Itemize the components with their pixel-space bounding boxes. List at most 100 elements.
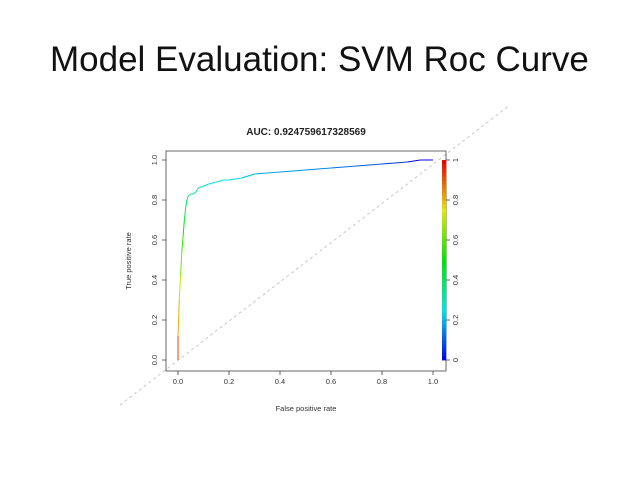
colorbar-tick-label: 0.6 <box>451 235 460 245</box>
chart-title: AUC: 0.924759617328569 <box>246 127 366 138</box>
colorbar-cell <box>442 260 446 265</box>
colorbar-cell <box>442 216 446 221</box>
colorbar-cell <box>442 300 446 305</box>
roc-segment <box>177 299 180 337</box>
roc-segment <box>180 251 183 277</box>
x-axis: 0.0 0.2 0.4 0.6 0.8 1.0 <box>173 371 438 386</box>
roc-segment <box>187 193 192 197</box>
roc-segment <box>356 163 383 167</box>
colorbar-cell <box>442 256 446 261</box>
colorbar-cell <box>442 208 446 213</box>
colorbar-cell <box>442 176 446 181</box>
y-axis-label: True positive rate <box>124 232 133 290</box>
colorbar-cell <box>442 336 446 341</box>
roc-segment <box>203 183 209 187</box>
colorbar-cell <box>442 204 446 209</box>
roc-segment <box>330 165 357 169</box>
colorbar-cell <box>442 292 446 297</box>
colorbar-cell <box>442 244 446 249</box>
colorbar-tick-label: 0 <box>451 358 460 362</box>
x-axis-label: False positive rate <box>276 404 337 413</box>
colorbar: 0 0.2 0.4 0.6 0.8 1 <box>442 158 460 362</box>
y-tick-label: 0.8 <box>150 195 159 205</box>
y-tick-label: 0.4 <box>150 275 159 285</box>
reference-diagonal <box>119 104 511 406</box>
colorbar-tick-label: 0.8 <box>451 195 460 205</box>
x-tick-label: 1.0 <box>428 377 438 386</box>
colorbar-cell <box>442 200 446 205</box>
roc-segment <box>195 187 199 193</box>
roc-segment <box>216 179 225 183</box>
colorbar-cell <box>442 188 446 193</box>
roc-segment <box>192 191 197 195</box>
x-tick-label: 0.4 <box>275 377 285 386</box>
colorbar-cell <box>442 276 446 281</box>
colorbar-cell <box>442 320 446 325</box>
roc-segment <box>254 171 281 175</box>
colorbar-cell <box>442 352 446 357</box>
colorbar-cell <box>442 236 446 241</box>
colorbar-cell <box>442 332 446 337</box>
slide-title: Model Evaluation: SVM Roc Curve <box>50 40 589 79</box>
colorbar-cell <box>442 348 446 353</box>
colorbar-cell <box>442 160 446 165</box>
colorbar-tick-label: 1 <box>451 158 460 162</box>
y-tick-label: 1.0 <box>150 155 159 165</box>
roc-segment <box>228 177 242 181</box>
colorbar-cell <box>442 220 446 225</box>
y-tick-label: 0.0 <box>150 355 159 365</box>
y-tick-label: 0.2 <box>150 315 159 325</box>
colorbar-cell <box>442 232 446 237</box>
roc-segment <box>181 235 184 253</box>
colorbar-cell <box>442 164 446 169</box>
roc-segment <box>241 173 255 179</box>
y-axis: 0.0 0.2 0.4 0.6 0.8 1.0 <box>150 155 166 365</box>
colorbar-cell <box>442 280 446 285</box>
roc-segment <box>407 159 421 163</box>
colorbar-cell <box>442 172 446 177</box>
roc-segment <box>279 169 306 173</box>
colorbar-cell <box>442 168 446 173</box>
colorbar-cell <box>442 180 446 185</box>
colorbar-cell <box>442 308 446 313</box>
colorbar-cell <box>442 212 446 217</box>
colorbar-cell <box>442 252 446 257</box>
diagonal-line <box>119 104 511 406</box>
colorbar-cell <box>442 240 446 245</box>
x-tick-label: 0.2 <box>224 377 234 386</box>
colorbar-cell <box>442 224 446 229</box>
roc-segment <box>305 167 332 171</box>
colorbar-cell <box>442 312 446 317</box>
colorbar-cell <box>442 228 446 233</box>
colorbar-cell <box>442 284 446 289</box>
roc-segment <box>182 219 185 237</box>
colorbar-cell <box>442 268 446 273</box>
colorbar-cell <box>442 288 446 293</box>
colorbar-cell <box>442 324 446 329</box>
colorbar-cell <box>442 316 446 321</box>
colorbar-cell <box>442 340 446 345</box>
roc-segment <box>198 185 204 189</box>
colorbar-cell <box>442 248 446 253</box>
colorbar-cell <box>442 272 446 277</box>
roc-segment <box>208 181 217 185</box>
colorbar-cell <box>442 296 446 301</box>
roc-segment <box>183 207 187 221</box>
colorbar-cell <box>442 184 446 189</box>
colorbar-tick-label: 0.2 <box>451 315 460 325</box>
colorbar-cell <box>442 304 446 309</box>
roc-segment <box>186 195 189 201</box>
colorbar-cell <box>442 344 446 349</box>
x-tick-label: 0.6 <box>326 377 336 386</box>
roc-curve-series <box>177 159 433 360</box>
x-tick-label: 0.8 <box>377 377 387 386</box>
colorbar-cell <box>442 192 446 197</box>
colorbar-cell <box>442 264 446 269</box>
y-tick-label: 0.6 <box>150 235 159 245</box>
colorbar-cell <box>442 328 446 333</box>
colorbar-tick-label: 0.4 <box>451 275 460 285</box>
colorbar-cell <box>442 356 446 361</box>
roc-segment <box>381 161 408 165</box>
roc-segment <box>178 275 182 301</box>
